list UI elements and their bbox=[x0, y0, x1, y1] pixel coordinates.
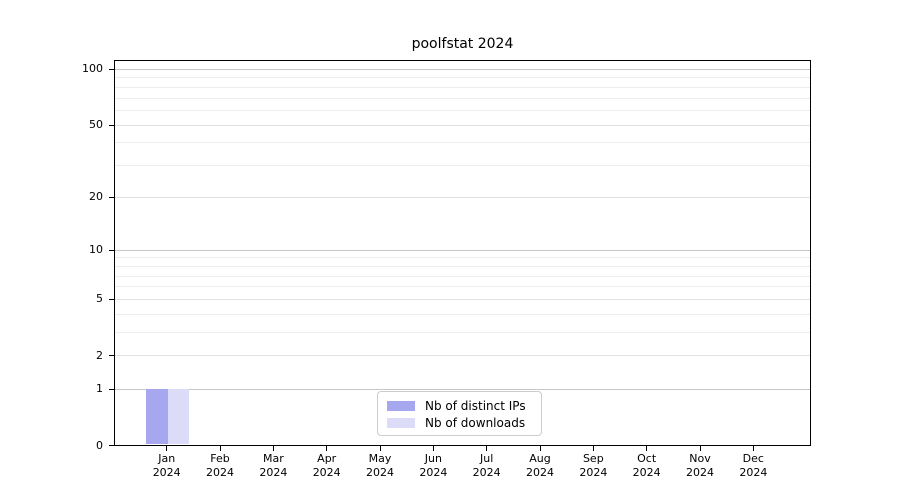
gridline-minor bbox=[115, 165, 810, 167]
plot-area bbox=[114, 59, 811, 446]
x-tick-label: Dec 2024 bbox=[726, 452, 780, 480]
x-tick-month: Jun bbox=[424, 451, 442, 465]
x-tick-month: Apr bbox=[317, 451, 337, 465]
x-tick-month: Feb bbox=[210, 451, 230, 465]
bar-nb-of-distinct-ips-jan bbox=[146, 389, 168, 445]
x-tick-mark bbox=[432, 445, 434, 451]
gridline-major bbox=[115, 124, 810, 126]
x-tick-mark bbox=[272, 445, 274, 451]
x-tick-year: 2024 bbox=[686, 465, 714, 479]
gridline-minor bbox=[115, 77, 810, 79]
gridline-minor bbox=[115, 265, 810, 267]
y-tick-label: 5 bbox=[96, 292, 103, 306]
chart-title: poolfstat 2024 bbox=[411, 36, 514, 52]
gridline-minor bbox=[115, 257, 810, 259]
gridline-major bbox=[115, 355, 810, 357]
gridline-minor bbox=[115, 313, 810, 315]
gridline-major bbox=[115, 68, 810, 70]
y-tick-label: 20 bbox=[89, 190, 103, 204]
x-tick-label: Apr 2024 bbox=[300, 452, 354, 480]
legend-label-distinct-ips: Nb of distinct IPs bbox=[425, 398, 526, 413]
gridline-minor bbox=[115, 86, 810, 88]
x-tick-mark bbox=[646, 445, 648, 451]
x-tick-year: 2024 bbox=[632, 465, 661, 479]
legend-item-distinct-ips: Nb of distinct IPs bbox=[387, 397, 532, 414]
y-tick-mark bbox=[109, 388, 114, 390]
x-tick-mark bbox=[326, 445, 328, 451]
x-tick-year: 2024 bbox=[312, 465, 341, 479]
y-tick-label: 100 bbox=[82, 62, 103, 76]
gridline-minor bbox=[115, 286, 810, 288]
x-tick-mark bbox=[486, 445, 488, 451]
x-tick-month: Jan bbox=[158, 451, 176, 465]
y-tick-label: 50 bbox=[89, 118, 103, 132]
y-tick-label: 0 bbox=[96, 438, 103, 452]
gridline-minor bbox=[115, 142, 810, 144]
y-tick-mark bbox=[109, 68, 114, 70]
y-tick-mark bbox=[109, 445, 114, 446]
gridline-major bbox=[115, 298, 810, 300]
legend-label-downloads: Nb of downloads bbox=[425, 415, 526, 430]
x-tick-year: 2024 bbox=[259, 465, 288, 479]
x-tick-month: Aug bbox=[529, 451, 551, 465]
gridline-minor bbox=[115, 109, 810, 111]
x-tick-year: 2024 bbox=[579, 465, 608, 479]
gridline-major bbox=[115, 196, 810, 198]
x-tick-month: Nov bbox=[689, 451, 711, 465]
y-tick-label: 10 bbox=[89, 243, 103, 257]
legend-item-downloads: Nb of downloads bbox=[387, 414, 532, 431]
x-tick-mark bbox=[539, 445, 541, 451]
y-tick-mark bbox=[109, 196, 114, 198]
y-tick-mark bbox=[109, 249, 114, 251]
x-tick-year: 2024 bbox=[419, 465, 448, 479]
x-tick-label: Aug 2024 bbox=[513, 452, 567, 480]
x-tick-year: 2024 bbox=[526, 465, 554, 479]
x-tick-label: Sep 2024 bbox=[566, 452, 620, 480]
x-tick-year: 2024 bbox=[366, 465, 395, 479]
x-tick-mark bbox=[699, 445, 701, 451]
x-tick-mark bbox=[166, 445, 168, 451]
x-tick-month: Mar bbox=[262, 451, 284, 465]
x-tick-mark bbox=[752, 445, 754, 451]
x-tick-label: Feb 2024 bbox=[193, 452, 247, 480]
y-tick-mark bbox=[109, 124, 114, 126]
x-tick-label: May 2024 bbox=[353, 452, 407, 480]
x-tick-year: 2024 bbox=[152, 465, 181, 479]
x-tick-year: 2024 bbox=[739, 465, 768, 479]
gridline-major bbox=[115, 249, 810, 251]
y-tick-mark bbox=[109, 298, 114, 300]
gridline-minor bbox=[115, 275, 810, 277]
x-tick-mark bbox=[379, 445, 381, 451]
legend-swatch-distinct-ips bbox=[387, 400, 415, 411]
x-tick-label: Jun 2024 bbox=[406, 452, 460, 480]
x-tick-mark bbox=[592, 445, 594, 451]
x-tick-month: Sep bbox=[582, 451, 604, 465]
x-tick-label: Nov 2024 bbox=[673, 452, 727, 480]
gridline-minor bbox=[115, 97, 810, 99]
x-tick-year: 2024 bbox=[206, 465, 235, 479]
x-tick-mark bbox=[219, 445, 221, 451]
bar-nb-of-downloads-jan bbox=[167, 389, 190, 445]
y-tick-label: 1 bbox=[96, 382, 103, 395]
x-tick-label: Mar 2024 bbox=[246, 452, 300, 480]
gridline-minor bbox=[115, 332, 810, 334]
legend: Nb of distinct IPs Nb of downloads bbox=[377, 391, 542, 436]
x-tick-month: Jul bbox=[480, 451, 494, 465]
x-tick-year: 2024 bbox=[472, 465, 501, 479]
x-tick-month: Oct bbox=[637, 451, 657, 465]
gridline-major bbox=[115, 388, 810, 390]
x-tick-label: Oct 2024 bbox=[620, 452, 674, 480]
x-tick-label: Jan 2024 bbox=[140, 452, 194, 480]
legend-swatch-downloads bbox=[387, 417, 415, 428]
y-tick-mark bbox=[109, 355, 114, 357]
x-tick-month: May bbox=[368, 451, 392, 465]
y-tick-label: 2 bbox=[96, 348, 103, 362]
x-tick-month: Dec bbox=[742, 451, 764, 465]
x-tick-label: Jul 2024 bbox=[460, 452, 514, 480]
